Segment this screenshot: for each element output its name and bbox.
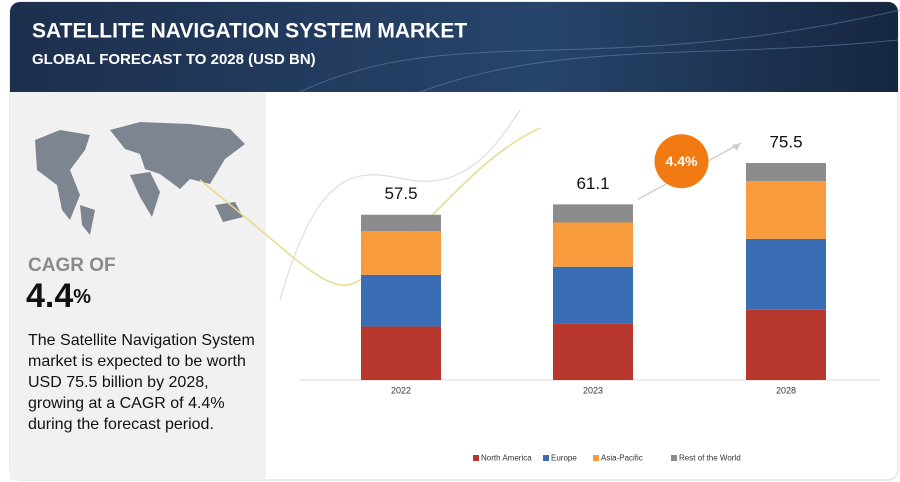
cagr-value: 4.4% (26, 277, 91, 315)
cagr-number: 4.4 (26, 277, 73, 315)
header-decoration (299, 9, 900, 93)
legend-label: Europe (551, 454, 577, 463)
bar-segment (746, 238, 826, 310)
bar-segment (746, 309, 826, 380)
bar-segment (361, 231, 441, 275)
legend-label: Asia-Pacific (601, 454, 643, 463)
x-tick-label: 2023 (583, 385, 603, 395)
x-tick-label: 2022 (391, 385, 411, 395)
legend-swatch (543, 455, 549, 461)
bar-segment (361, 274, 441, 327)
bar-segment (553, 323, 633, 380)
cagr-badge (654, 134, 709, 189)
total-label: 57.5 (384, 184, 417, 203)
bar-segment (746, 181, 826, 239)
legend-label: Rest of the World (679, 454, 741, 463)
cagr-label: CAGR OF (28, 255, 116, 276)
world-map (35, 122, 245, 235)
decor-swoosh (279, 109, 521, 301)
cagr-arrowhead (732, 143, 741, 151)
total-label: 61.1 (576, 174, 609, 193)
decor-swoosh (199, 127, 541, 286)
cagr-unit: % (73, 286, 91, 308)
bar-segment (361, 326, 441, 380)
total-label: 75.5 (769, 132, 802, 151)
bar-segment (553, 266, 633, 324)
legend-label: North America (481, 454, 532, 463)
bar-segment (553, 222, 633, 267)
bar-segment (553, 204, 633, 223)
header-band (10, 2, 898, 92)
header-title: SATELLITE NAVIGATION SYSTEM MARKET (32, 20, 467, 43)
cagr-badge-label: 4.4% (666, 153, 698, 169)
bar-segment (361, 214, 441, 232)
legend-swatch (473, 455, 479, 461)
x-tick-label: 2028 (776, 385, 796, 395)
legend-swatch (671, 455, 677, 461)
header-subtitle: GLOBAL FORECAST TO 2028 (USD BN) (32, 51, 316, 68)
bar-segment (746, 163, 826, 182)
description: The Satellite Navigation System market i… (28, 332, 255, 433)
legend-swatch (593, 455, 599, 461)
